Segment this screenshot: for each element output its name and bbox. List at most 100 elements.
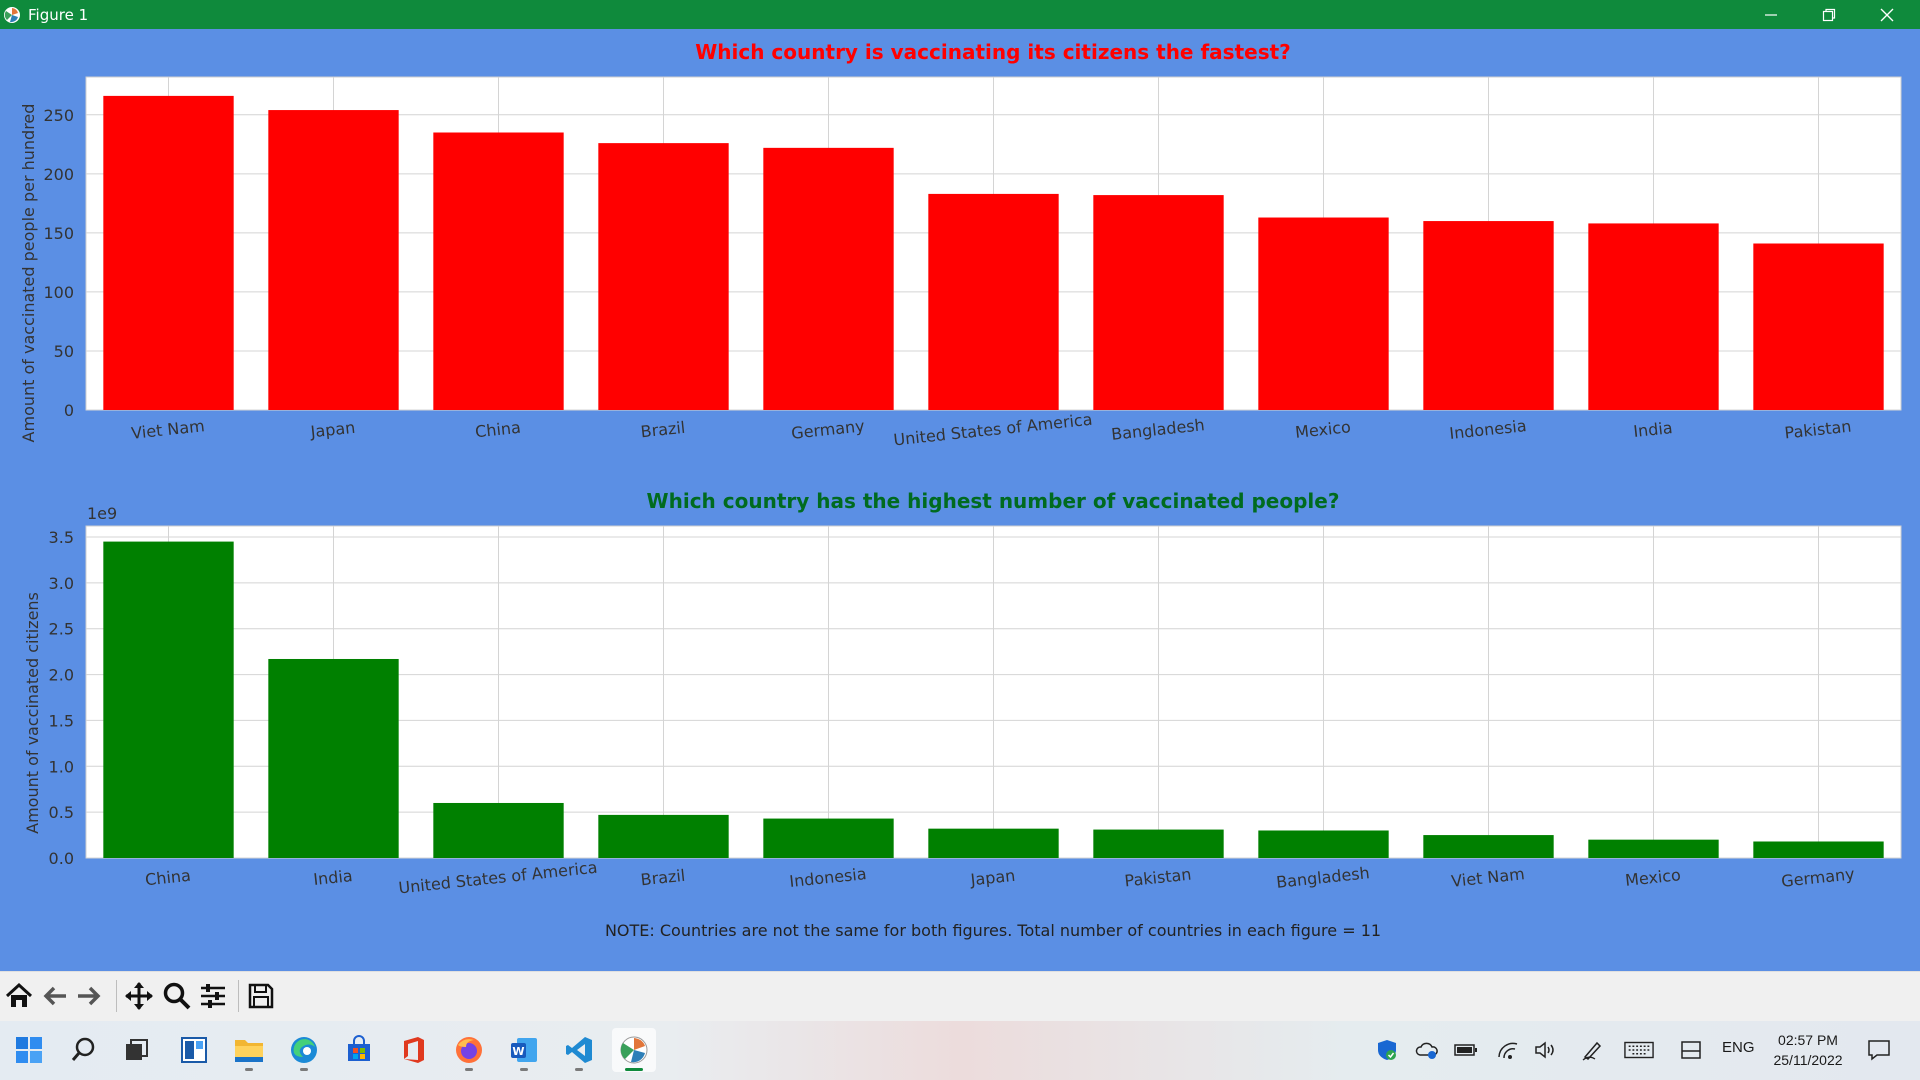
chart-1-ytick-label: 250 bbox=[43, 106, 74, 125]
chart-1-ytick-label: 150 bbox=[43, 224, 74, 243]
tray-battery[interactable] bbox=[1451, 1035, 1481, 1065]
close-icon bbox=[1880, 8, 1894, 21]
chart-1-xtick-label: Viet Nam bbox=[130, 416, 205, 443]
matplotlib-figure-button[interactable] bbox=[612, 1028, 656, 1072]
chart-1-xtick-label: Japan bbox=[309, 418, 356, 442]
chart-2-xtick-label: Japan bbox=[969, 866, 1016, 890]
back-button[interactable] bbox=[38, 978, 72, 1014]
file-explorer-icon bbox=[235, 1040, 263, 1062]
save-button[interactable] bbox=[244, 978, 278, 1014]
zoom-icon bbox=[163, 982, 191, 1010]
running-indicator bbox=[300, 1068, 308, 1071]
search-icon bbox=[71, 1037, 95, 1061]
file-explorer-button[interactable] bbox=[227, 1028, 271, 1072]
task-view-icon bbox=[126, 1039, 148, 1060]
chart-2-ytick-label: 3.5 bbox=[49, 528, 74, 547]
chart-1-ytick-label: 200 bbox=[43, 165, 74, 184]
chart-2-bar bbox=[1753, 841, 1884, 858]
start-button[interactable] bbox=[7, 1028, 51, 1072]
tray-pen[interactable] bbox=[1578, 1035, 1608, 1065]
widgets-button[interactable] bbox=[172, 1028, 216, 1072]
chart-1-xtick-label: Brazil bbox=[640, 418, 686, 442]
chart-2-xtick-label: Mexico bbox=[1624, 865, 1682, 890]
minimize-button[interactable] bbox=[1742, 0, 1800, 29]
chart-2-ytick-label: 3.0 bbox=[49, 574, 74, 593]
clock[interactable]: 02:57 PM 25/11/2022 bbox=[1766, 1030, 1850, 1070]
chart-1-ytick-label: 100 bbox=[43, 283, 74, 302]
zoom-button[interactable] bbox=[160, 978, 194, 1014]
widgets-icon bbox=[181, 1037, 207, 1063]
battery-icon bbox=[1454, 1044, 1477, 1056]
chart-1-xtick-label: China bbox=[474, 418, 521, 442]
tray-keyboard[interactable] bbox=[1624, 1035, 1654, 1065]
chart-1-plot-area: 0 50 100 150 200 250 Viet Nam Japan China Brazil G… bbox=[43, 76, 1902, 450]
forward-arrow-icon bbox=[78, 986, 101, 1006]
tray-volume[interactable] bbox=[1530, 1035, 1560, 1065]
chart-2-ylabel: Amount of vaccinated citizens bbox=[23, 592, 42, 834]
figure-canvas: Which country is vaccinating its citizen… bbox=[0, 29, 1920, 971]
figure-note: NOTE: Countries are not the same for bot… bbox=[605, 921, 1381, 940]
chart-1-xtick-label: India bbox=[1632, 418, 1673, 441]
office-button[interactable] bbox=[392, 1028, 436, 1072]
wifi-icon bbox=[1498, 1042, 1518, 1059]
tray-security[interactable] bbox=[1372, 1035, 1402, 1065]
chart-1-bar bbox=[103, 95, 234, 410]
chart-2-bar bbox=[268, 658, 399, 858]
tray-tablet-mode[interactable] bbox=[1676, 1035, 1706, 1065]
home-icon bbox=[5, 982, 33, 1007]
close-button[interactable] bbox=[1858, 0, 1916, 29]
configure-subplots-icon bbox=[201, 984, 225, 1008]
chart-1-bar bbox=[1093, 195, 1224, 410]
volume-icon bbox=[1535, 1041, 1554, 1059]
save-icon bbox=[248, 983, 274, 1009]
home-button[interactable] bbox=[2, 978, 36, 1014]
chart-1-bar bbox=[1588, 223, 1719, 410]
store-icon bbox=[348, 1035, 370, 1061]
search-button[interactable] bbox=[62, 1028, 106, 1072]
running-indicator bbox=[245, 1068, 253, 1071]
restore-icon bbox=[1822, 8, 1836, 21]
restore-button[interactable] bbox=[1800, 0, 1858, 29]
chart-2-bar bbox=[598, 814, 729, 858]
chart-1-bar bbox=[1753, 243, 1884, 410]
configure-subplots-button[interactable] bbox=[196, 978, 230, 1014]
vscode-button[interactable] bbox=[557, 1028, 601, 1072]
chart-2-bar bbox=[103, 541, 234, 858]
chart-2-ytick-label: 0.0 bbox=[49, 849, 74, 868]
chart-1-bar bbox=[598, 143, 729, 410]
forward-button[interactable] bbox=[72, 978, 106, 1014]
chart-1-bar bbox=[1258, 217, 1389, 410]
tray-onedrive[interactable] bbox=[1412, 1035, 1442, 1065]
running-indicator bbox=[575, 1068, 583, 1071]
chart-2-ytick-label: 2.0 bbox=[49, 666, 74, 685]
notifications-button[interactable] bbox=[1864, 1035, 1894, 1065]
edge-button[interactable] bbox=[282, 1028, 326, 1072]
chart-2-xtick-label: United States of America bbox=[398, 858, 599, 898]
store-button[interactable] bbox=[337, 1028, 381, 1072]
chart-2-ytick-label: 1.5 bbox=[49, 711, 74, 730]
tray-wifi[interactable] bbox=[1493, 1035, 1523, 1065]
vscode-icon bbox=[566, 1037, 592, 1063]
input-language[interactable]: ENG bbox=[1722, 1039, 1755, 1056]
task-view-button[interactable] bbox=[114, 1028, 158, 1072]
chart-2-bar bbox=[928, 828, 1059, 858]
chart-1-ytick-label: 50 bbox=[54, 342, 74, 361]
chart-1-xtick-label: Indonesia bbox=[1448, 416, 1527, 443]
chart-2-ytick-label: 2.5 bbox=[49, 620, 74, 639]
word-button[interactable]: W bbox=[502, 1028, 546, 1072]
clock-date: 25/11/2022 bbox=[1773, 1052, 1843, 1068]
chart-2-xtick-label: Pakistan bbox=[1124, 865, 1193, 891]
toolbar-separator bbox=[116, 980, 117, 1012]
chart-1-xtick-label: United States of America bbox=[893, 410, 1094, 450]
chart-2-bar bbox=[763, 818, 894, 858]
firefox-button[interactable] bbox=[447, 1028, 491, 1072]
chart-1-xtick-label: Germany bbox=[790, 416, 865, 443]
clock-time: 02:57 PM bbox=[1778, 1032, 1838, 1048]
tablet-mode-icon bbox=[1681, 1041, 1701, 1059]
security-shield-icon bbox=[1378, 1040, 1396, 1060]
chart-1-xtick-label: Mexico bbox=[1294, 417, 1352, 442]
active-indicator bbox=[625, 1068, 643, 1071]
chart-1-ytick-label: 0 bbox=[64, 401, 74, 420]
chart-1-ylabel: Amount of vaccinated people per hundred bbox=[19, 104, 38, 443]
pan-button[interactable] bbox=[122, 978, 156, 1014]
